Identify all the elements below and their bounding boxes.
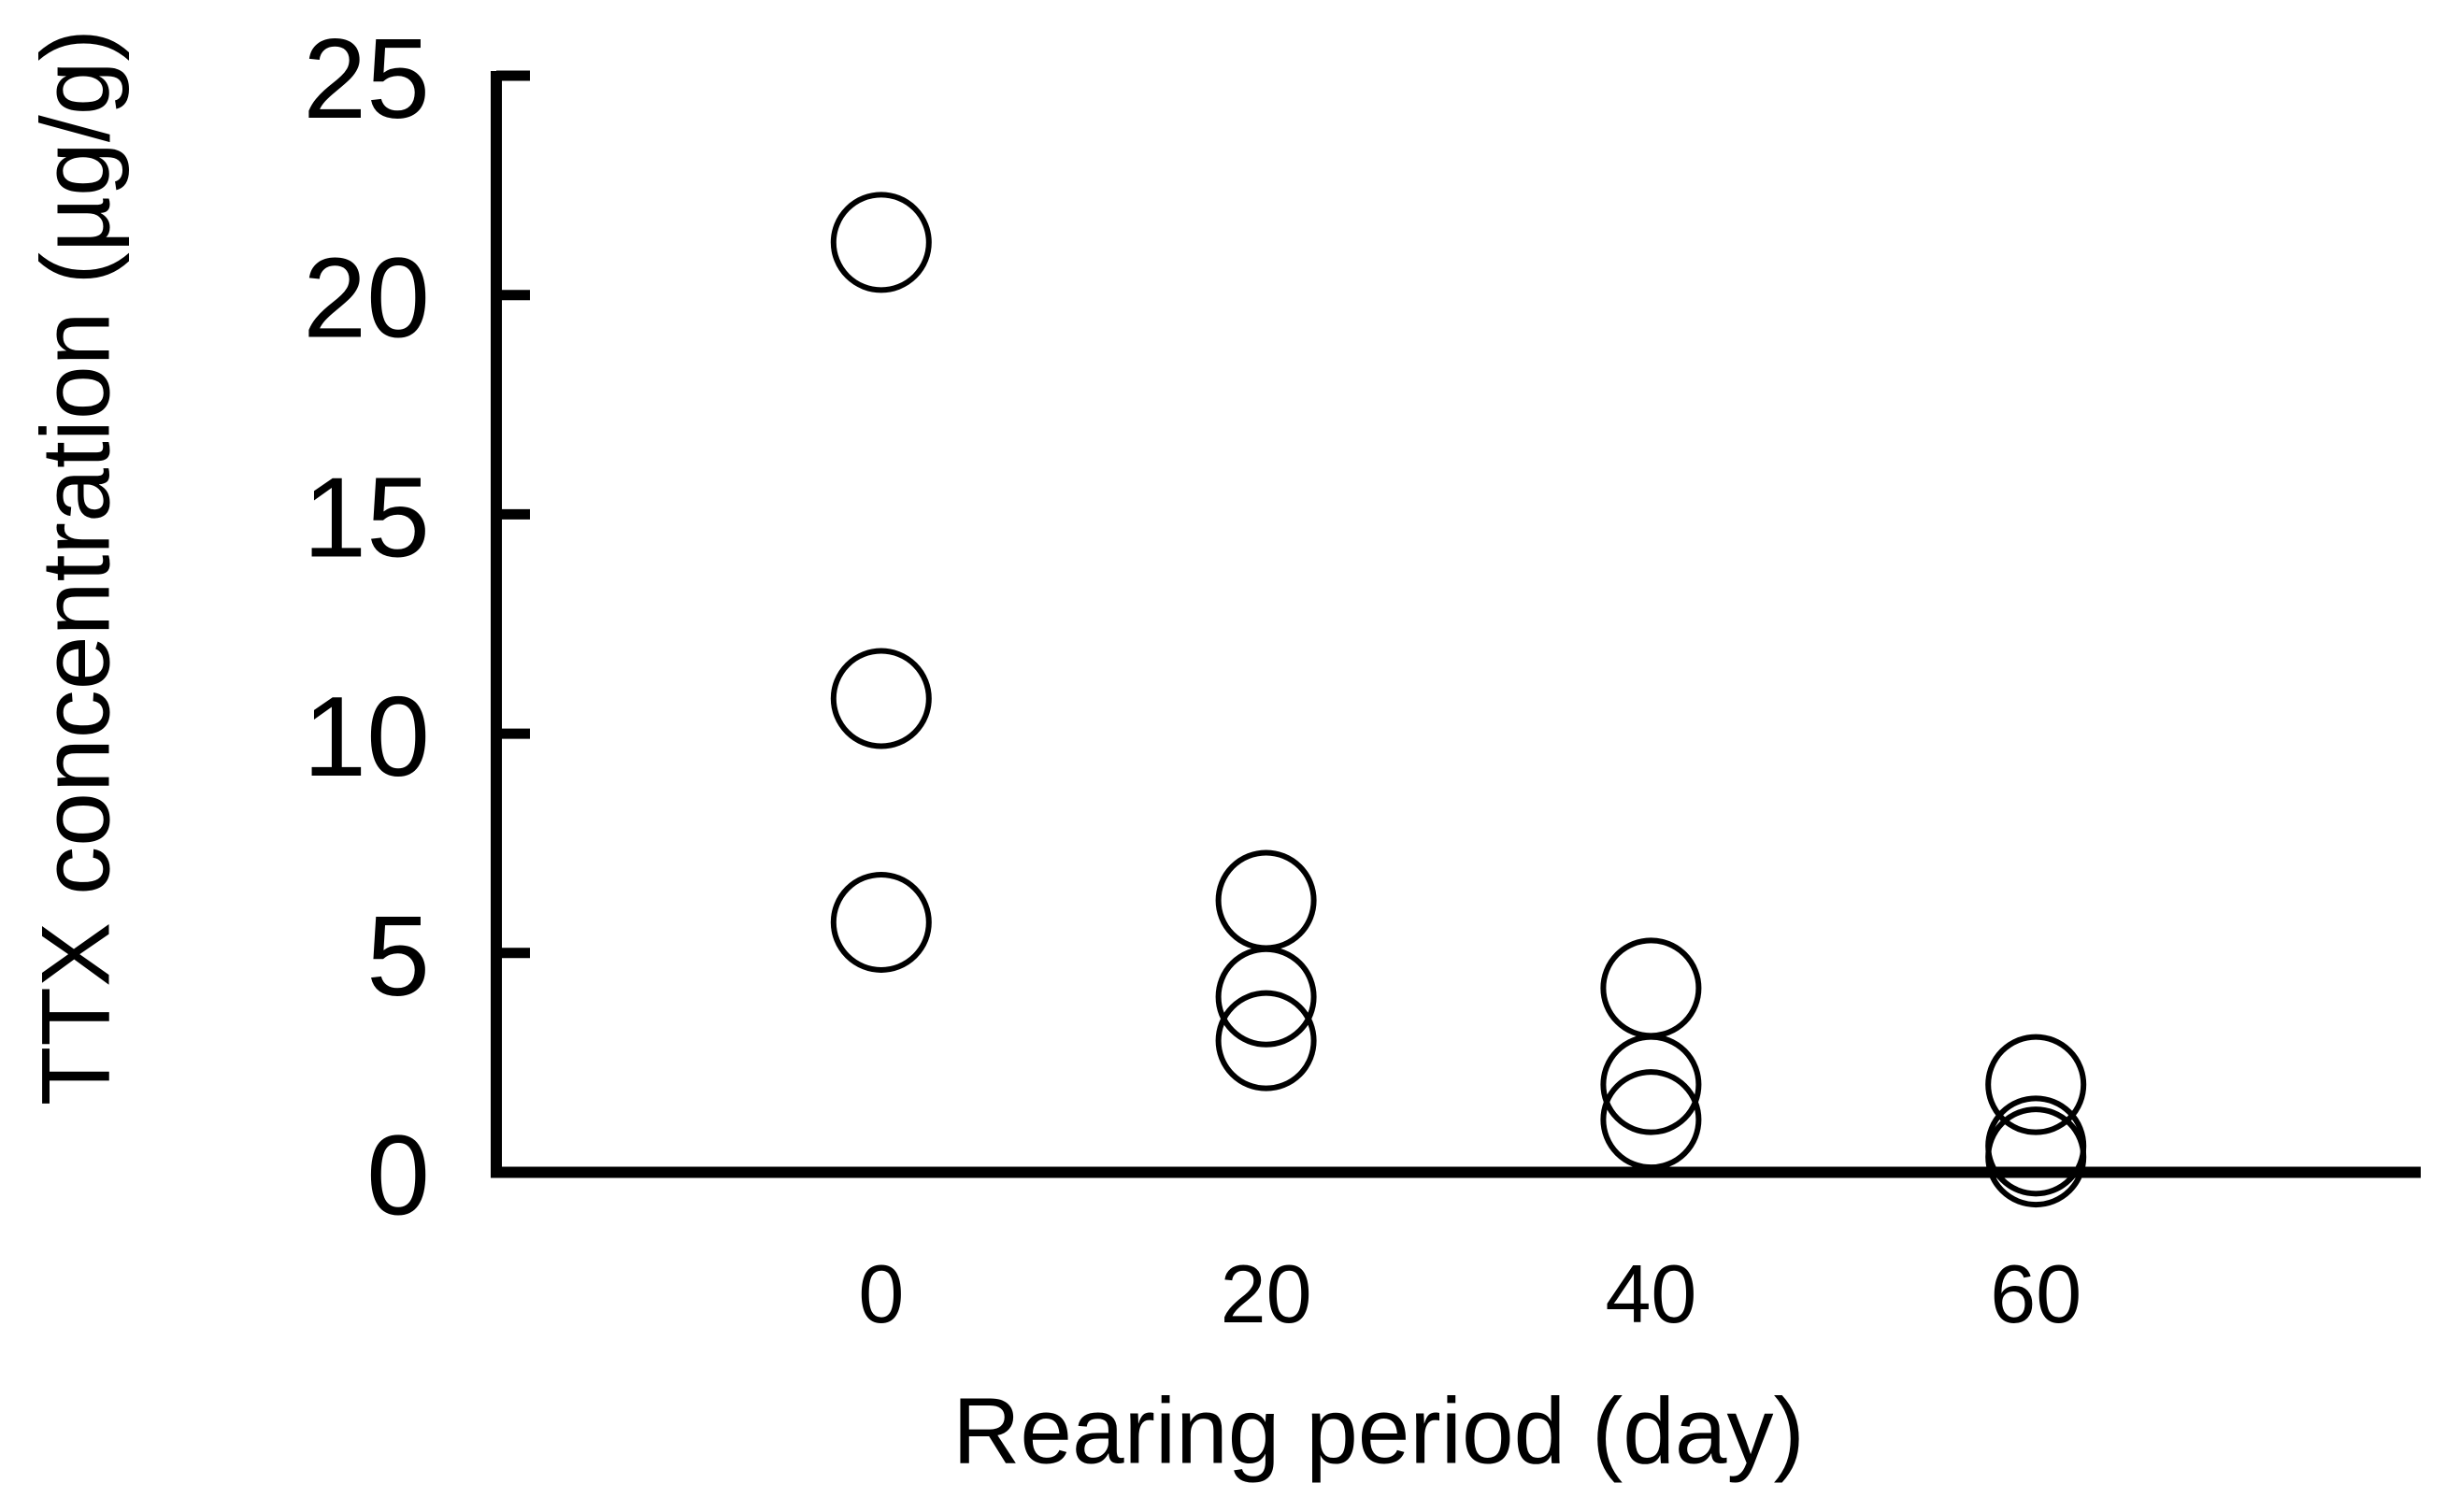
y-tick-label: 20 bbox=[303, 235, 430, 362]
data-point-circle bbox=[1600, 1034, 1702, 1135]
data-point-circle bbox=[830, 871, 932, 973]
data-point-circle bbox=[1600, 1069, 1702, 1171]
data-point-circle bbox=[1215, 990, 1317, 1091]
x-tick-label: 20 bbox=[1221, 1248, 1312, 1340]
y-tick-label: 0 bbox=[366, 1112, 430, 1239]
data-point-circle bbox=[1985, 1095, 2087, 1197]
data-point-circle bbox=[830, 648, 932, 749]
y-axis-title: TTX concentration (µg/g) bbox=[21, 28, 131, 1106]
x-tick-label: 40 bbox=[1605, 1248, 1696, 1340]
x-tick-label: 60 bbox=[1990, 1248, 2081, 1340]
data-point-circle bbox=[1600, 937, 1702, 1039]
data-point-circle bbox=[830, 192, 932, 293]
x-axis-title: Rearing period (day) bbox=[952, 1378, 1805, 1484]
data-point-circle bbox=[1985, 1034, 2087, 1135]
y-tick-label: 15 bbox=[303, 453, 430, 580]
y-tick-label: 25 bbox=[303, 15, 430, 142]
data-point-circle bbox=[1985, 1106, 2087, 1208]
y-tick-label: 10 bbox=[303, 673, 430, 800]
y-tick-label: 5 bbox=[366, 892, 430, 1020]
data-point-circle bbox=[1215, 849, 1317, 951]
x-tick-label: 0 bbox=[858, 1248, 904, 1340]
data-point-circle bbox=[1215, 946, 1317, 1048]
